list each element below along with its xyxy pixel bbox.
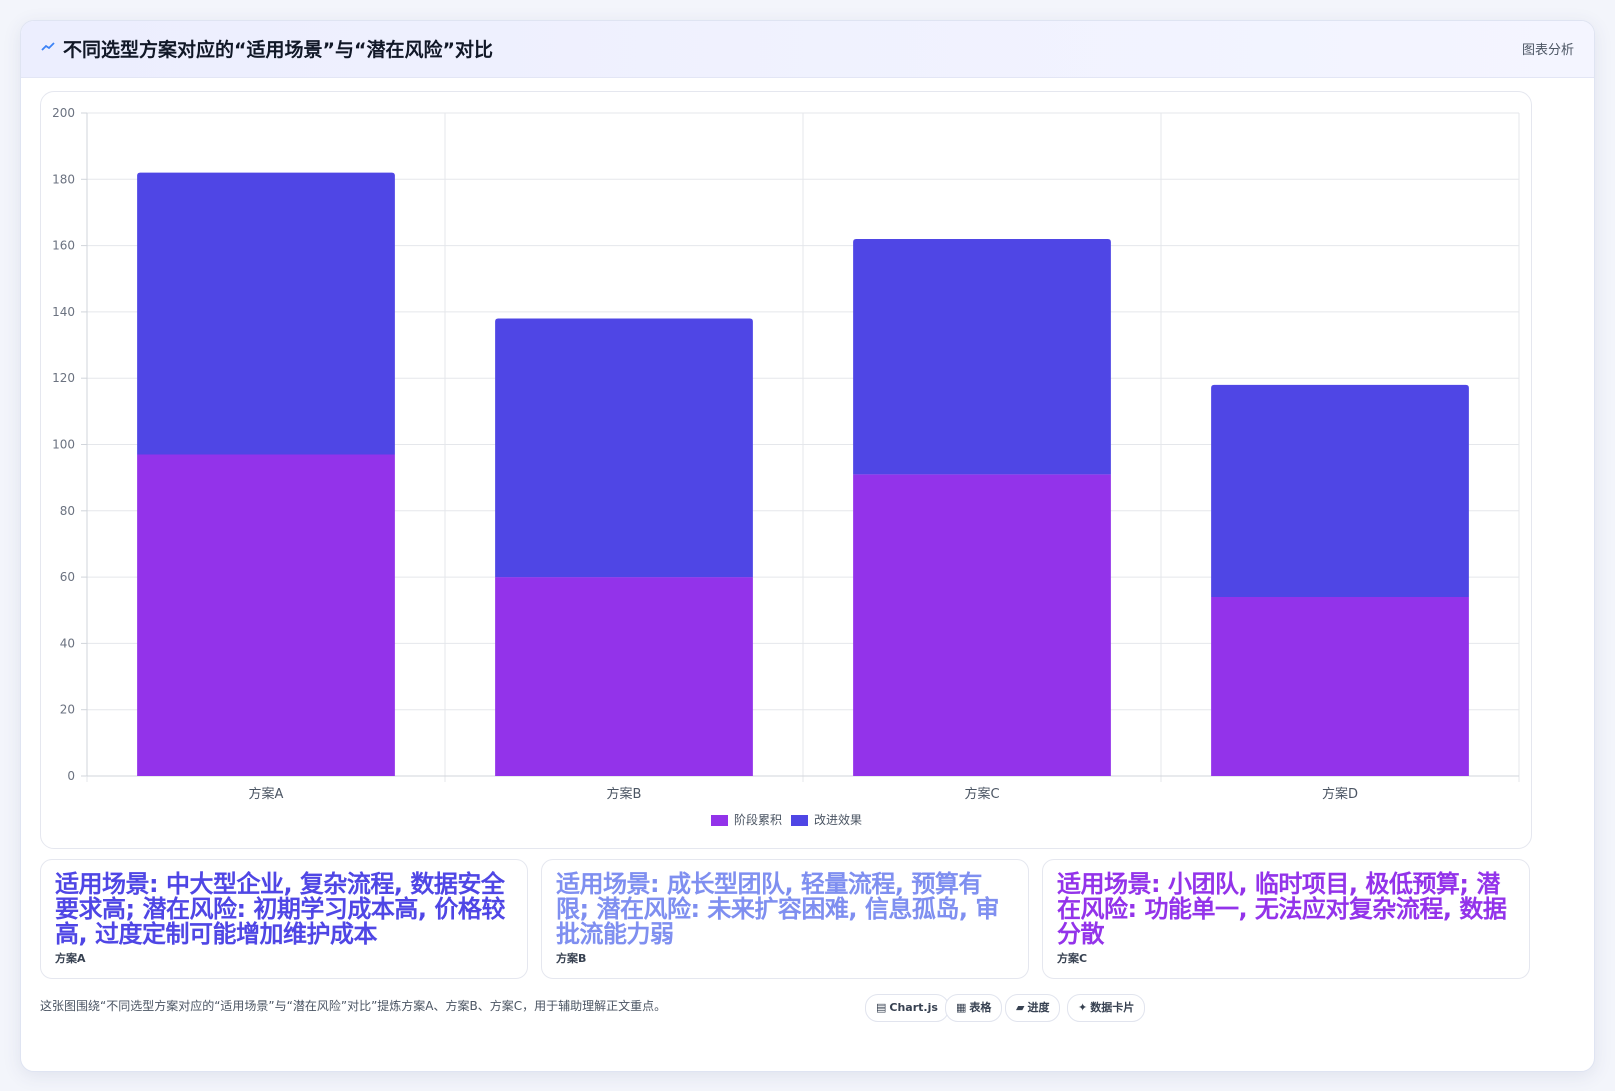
y-tick-label: 120: [52, 371, 75, 385]
x-tick-label: 方案C: [964, 786, 999, 802]
chart-analysis-tag[interactable]: 图表分析: [1521, 43, 1574, 58]
legend-swatch: [711, 815, 728, 826]
x-tick-label: 方案D: [1322, 786, 1358, 802]
pill-chartjs[interactable]: ▤ Chart.js: [865, 994, 949, 1022]
y-tick-label: 180: [52, 172, 75, 186]
bar-stage-cumulative: [137, 454, 395, 776]
y-tick-label: 100: [52, 438, 75, 452]
progress-icon: ▰: [1016, 1001, 1025, 1014]
page-title: 不同选型方案对应的“适用场景”与“潜在风险”对比: [63, 39, 493, 61]
stacked-bar-chart: 0 20 40 60 80 100 120 140 160 180 200 方案A 方案B 方案C 方案D 阶…: [52, 106, 1520, 827]
y-tick-label: 60: [60, 570, 75, 584]
scenario-notes: 适用场景: 中大型企业, 复杂流程, 数据安全要求高; 潜在风险: 初期学习成本…: [40, 859, 1532, 979]
y-tick-label: 80: [60, 504, 75, 518]
bar-stage-cumulative: [1211, 596, 1469, 776]
table-icon: ▦: [956, 1001, 967, 1014]
legend-label: 改进效果: [814, 812, 862, 827]
pill-progress[interactable]: ▰ 进度: [1005, 994, 1061, 1022]
bar-stage-cumulative: [495, 577, 753, 776]
note-label: 方案A: [55, 952, 86, 965]
y-tick-label: 160: [52, 239, 75, 253]
y-tick-label: 200: [52, 106, 75, 120]
y-tick-label: 140: [52, 305, 75, 319]
chart-icon: ▤: [876, 1001, 887, 1014]
pill-data-card[interactable]: ✦ 数据卡片: [1067, 994, 1146, 1022]
x-tick-label: 方案B: [607, 786, 642, 802]
note-text: 适用场景: 小团队, 临时项目, 极低预算; 潜在风险: 功能单一, 无法应对复…: [1057, 870, 1507, 948]
x-tick-label: 方案A: [249, 786, 284, 802]
chart-panel: 0 20 40 60 80 100 120 140 160 180 200 方案A 方案B 方案C 方案D 阶…: [40, 91, 1532, 849]
bar-improvement-effect: [137, 172, 395, 455]
legend-label: 阶段累积: [734, 812, 782, 827]
note-text: 适用场景: 中大型企业, 复杂流程, 数据安全要求高; 潜在风险: 初期学习成本…: [55, 870, 505, 948]
note-label: 方案C: [1057, 952, 1088, 965]
bar-improvement-effect: [853, 238, 1111, 475]
trend-icon: [41, 42, 55, 51]
note-card-b: 适用场景: 成长型团队, 轻量流程, 预算有限; 潜在风险: 未来扩容困难, 信…: [541, 859, 1029, 979]
chart-description: 这张图围绕“不同选型方案对应的“适用场景”与“潜在风险”对比”提炼方案A、方案B…: [40, 999, 667, 1013]
y-tick-label: 20: [60, 703, 75, 717]
legend-swatch: [791, 815, 808, 826]
y-tick-label: 40: [60, 636, 75, 650]
bar-improvement-effect: [1211, 384, 1469, 597]
note-card-c: 适用场景: 小团队, 临时项目, 极低预算; 潜在风险: 功能单一, 无法应对复…: [1042, 859, 1530, 979]
bar-improvement-effect: [495, 318, 753, 578]
bar-stage-cumulative: [853, 474, 1111, 776]
card-icon: ✦: [1078, 1001, 1088, 1014]
note-label: 方案B: [556, 952, 587, 965]
y-tick-label: 0: [67, 769, 75, 783]
pill-table[interactable]: ▦ 表格: [945, 994, 1003, 1022]
card-header: 不同选型方案对应的“适用场景”与“潜在风险”对比 图表分析: [21, 21, 1594, 78]
note-text: 适用场景: 成长型团队, 轻量流程, 预算有限; 潜在风险: 未来扩容困难, 信…: [556, 870, 999, 948]
note-card-a: 适用场景: 中大型企业, 复杂流程, 数据安全要求高; 潜在风险: 初期学习成本…: [40, 859, 528, 979]
chart-card: 不同选型方案对应的“适用场景”与“潜在风险”对比 图表分析 0 20 40 60 80 1…: [20, 20, 1595, 1072]
